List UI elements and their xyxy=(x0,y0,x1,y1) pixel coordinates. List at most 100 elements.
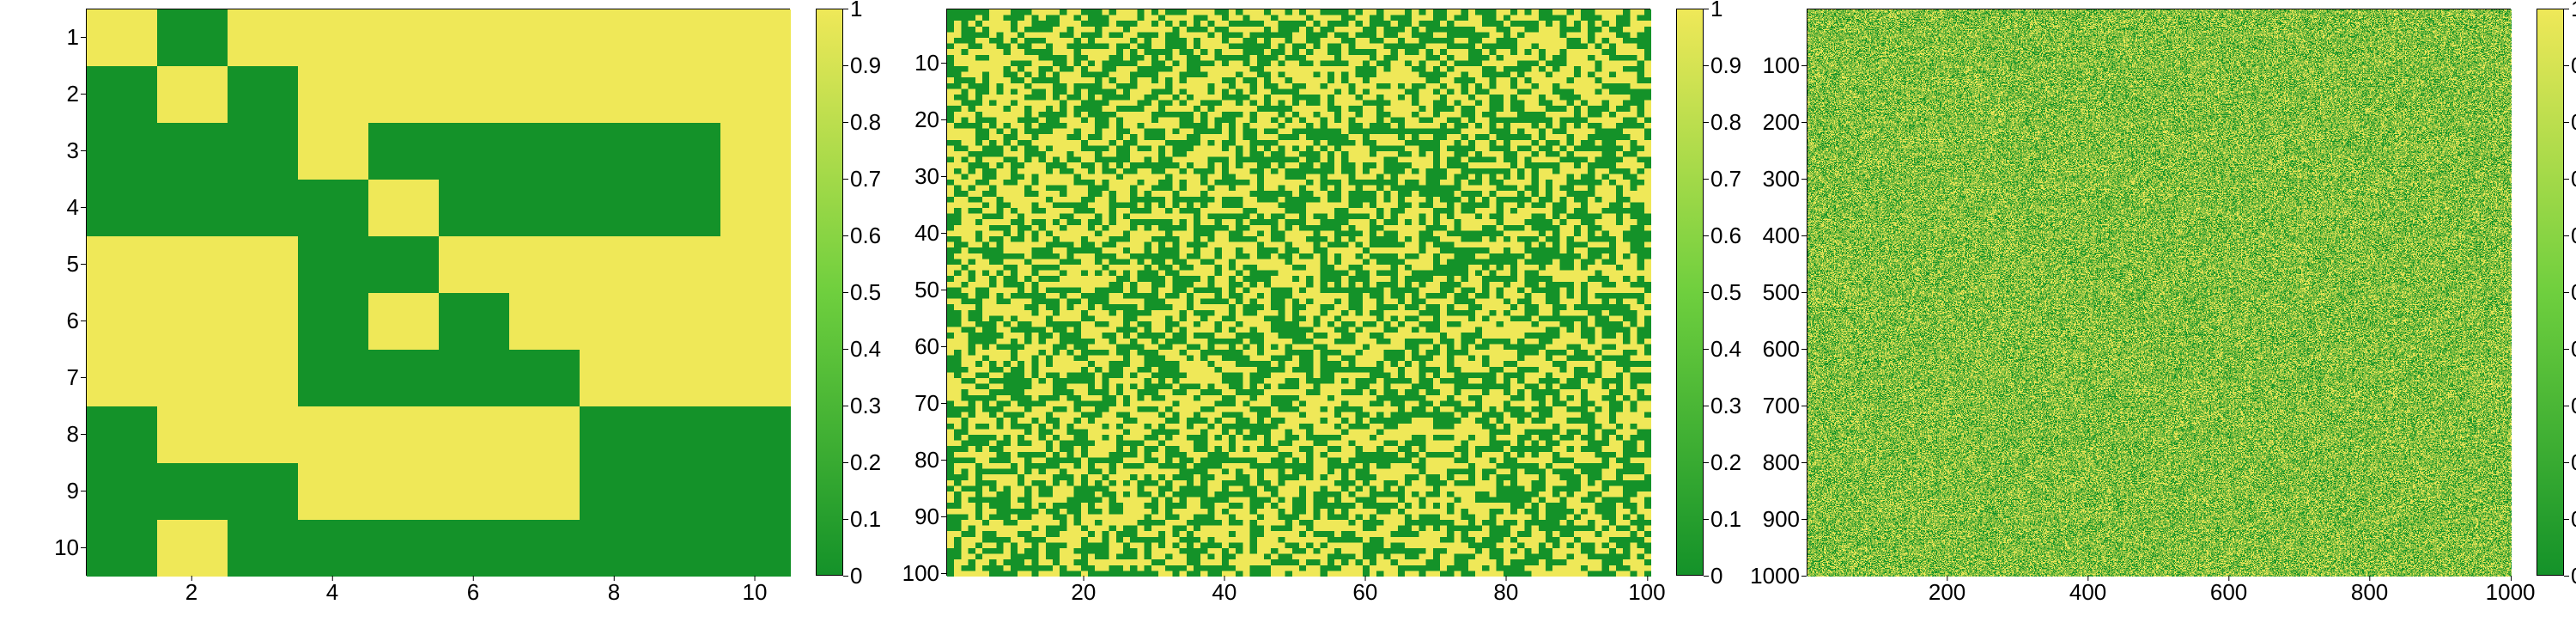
y-tick-label: 90 xyxy=(914,505,939,528)
heatmap-box-100 xyxy=(946,9,1650,576)
colorbar-tick-label: 0 xyxy=(850,565,862,587)
axes-wrap-100: 102030405060708090100 20406080100 xyxy=(895,9,1650,610)
colorbar-tick-label: 1 xyxy=(2571,0,2576,20)
colorbar-tick-label: 1 xyxy=(850,0,862,20)
colorbar-10 xyxy=(816,9,843,576)
x-tick-label: 20 xyxy=(1071,581,1096,603)
colorbar-tick-label: 0.8 xyxy=(2571,111,2576,133)
y-tick-label: 100 xyxy=(902,562,939,584)
colorbar-ticks-10: 00.10.20.30.40.50.60.70.80.91 xyxy=(843,9,895,576)
y-tick-label: 100 xyxy=(1763,54,1800,76)
axes-wrap-1000: 1002003004005006007008009001000 20040060… xyxy=(1755,9,2511,610)
heatmap-canvas-1000 xyxy=(1807,9,2512,577)
y-tick-label: 9 xyxy=(67,479,79,502)
colorbar-tick-label: 1 xyxy=(1710,0,1722,20)
axis-row-10: 12345678910 xyxy=(34,9,790,576)
x-ticks-100: 20406080100 xyxy=(946,576,1650,610)
y-tick-label: 10 xyxy=(914,52,939,74)
y-ticks-100: 102030405060708090100 xyxy=(895,9,946,576)
colorbar-wrap-10: 00.10.20.30.40.50.60.70.80.91 xyxy=(816,9,895,576)
colorbar-tick-label: 0.8 xyxy=(1710,111,1741,133)
heatmap-canvas-10 xyxy=(87,9,791,577)
y-tick-label: 300 xyxy=(1763,168,1800,190)
y-tick-label: 60 xyxy=(914,335,939,357)
colorbar-tick-label: 0.5 xyxy=(1710,281,1741,303)
x-tick-label: 400 xyxy=(2069,581,2106,603)
y-tick-label: 50 xyxy=(914,278,939,301)
x-tick-label: 200 xyxy=(1929,581,1965,603)
colorbar-tick-label: 0.6 xyxy=(850,224,881,247)
y-tick-label: 80 xyxy=(914,449,939,471)
x-tick-label: 2 xyxy=(185,581,197,603)
colorbar-tick-label: 0.8 xyxy=(850,111,881,133)
y-tick-label: 6 xyxy=(67,309,79,332)
axis-row-100: 102030405060708090100 xyxy=(895,9,1650,576)
colorbar-tick-label: 0.1 xyxy=(2571,508,2576,530)
y-tick-label: 600 xyxy=(1763,338,1800,360)
colorbar-tick-label: 0.6 xyxy=(2571,224,2576,247)
colorbar-tick-label: 0.9 xyxy=(2571,54,2576,76)
y-tick-label: 70 xyxy=(914,392,939,414)
heatmap-panel-1000: 1002003004005006007008009001000 20040060… xyxy=(1755,9,2576,610)
colorbar-tick-label: 0.2 xyxy=(2571,451,2576,473)
axes-wrap-10: 1 2 3 4 5 6 7 8 9 10 2 4 6 8 10 xyxy=(34,9,790,610)
colorbar-tick-label: 0.1 xyxy=(850,508,881,530)
y-tick-label: 800 xyxy=(1763,451,1800,473)
heatmap-panel-100: 102030405060708090100 20406080100 00.10.… xyxy=(895,9,1755,610)
y-tick-label: 10 xyxy=(54,536,79,559)
y-ticks-1000: 1002003004005006007008009001000 xyxy=(1755,9,1807,576)
y-tick-label: 500 xyxy=(1763,281,1800,303)
colorbar-wrap-100: 00.10.20.30.40.50.60.70.80.91 xyxy=(1676,9,1755,576)
y-tick-label: 1000 xyxy=(1750,565,1800,587)
y-tick-label: 700 xyxy=(1763,394,1800,417)
y-tick-label: 20 xyxy=(914,108,939,131)
y-tick-label: 8 xyxy=(67,423,79,445)
colorbar-tick-label: 0.3 xyxy=(850,394,881,417)
y-tick-label: 3 xyxy=(67,139,79,162)
colorbar-tick-label: 0.1 xyxy=(1710,508,1741,530)
axis-row-1000: 1002003004005006007008009001000 xyxy=(1755,9,2511,576)
colorbar-tick-label: 0.3 xyxy=(2571,394,2576,417)
x-tick-label: 100 xyxy=(1628,581,1665,603)
colorbar-tick-label: 0.4 xyxy=(1710,338,1741,360)
x-tick-label: 4 xyxy=(326,581,338,603)
y-ticks-10: 12345678910 xyxy=(34,9,86,576)
y-tick-label: 30 xyxy=(914,165,939,187)
x-tick-label: 600 xyxy=(2210,581,2247,603)
colorbar-tick-label: 0.4 xyxy=(850,338,881,360)
colorbar-wrap-1000: 00.10.20.30.40.50.60.70.80.91 xyxy=(2537,9,2576,576)
y-tick-label: 900 xyxy=(1763,508,1800,530)
figure-container: 12345678910 246810 00.10.20.30.40.50.60.… xyxy=(0,0,2576,641)
y-tick-label: 7 xyxy=(67,366,79,388)
x-tick-label: 8 xyxy=(608,581,620,603)
x-tick-label: 10 xyxy=(743,581,768,603)
x-ticks-10: 2 4 6 8 10 xyxy=(86,576,790,610)
heatmap-canvas-100 xyxy=(947,9,1651,577)
y-tick-label: 1 xyxy=(67,26,79,48)
colorbar-tick-label: 0.5 xyxy=(850,281,881,303)
y-tick-label: 5 xyxy=(67,253,79,275)
spacer xyxy=(34,576,86,610)
colorbar-ticks-100: 00.10.20.30.40.50.60.70.80.91 xyxy=(1704,9,1755,576)
colorbar-tick-label: 0.7 xyxy=(2571,168,2576,190)
y-tick-label: 400 xyxy=(1763,224,1800,247)
x-tick-label: 6 xyxy=(467,581,479,603)
colorbar-1000 xyxy=(2537,9,2564,576)
colorbar-tick-label: 0.2 xyxy=(850,451,881,473)
x-tick-label: 60 xyxy=(1352,581,1377,603)
x-tick-label: 800 xyxy=(2351,581,2388,603)
colorbar-tick-label: 0.5 xyxy=(2571,281,2576,303)
x-tick-label: 80 xyxy=(1493,581,1518,603)
colorbar-tick-label: 0.9 xyxy=(1710,54,1741,76)
colorbar-tick-label: 0.7 xyxy=(850,168,881,190)
colorbar-tick-label: 0.2 xyxy=(1710,451,1741,473)
colorbar-tick-label: 0.4 xyxy=(2571,338,2576,360)
colorbar-100 xyxy=(1676,9,1704,576)
y-tick-label: 2 xyxy=(67,82,79,105)
colorbar-ticks-1000: 00.10.20.30.40.50.60.70.80.91 xyxy=(2564,9,2576,576)
heatmap-box-1000 xyxy=(1807,9,2511,576)
colorbar-tick-label: 0 xyxy=(2571,565,2576,587)
colorbar-tick-label: 0.3 xyxy=(1710,394,1741,417)
x-tick-label: 40 xyxy=(1212,581,1236,603)
colorbar-tick-label: 0 xyxy=(1710,565,1722,587)
